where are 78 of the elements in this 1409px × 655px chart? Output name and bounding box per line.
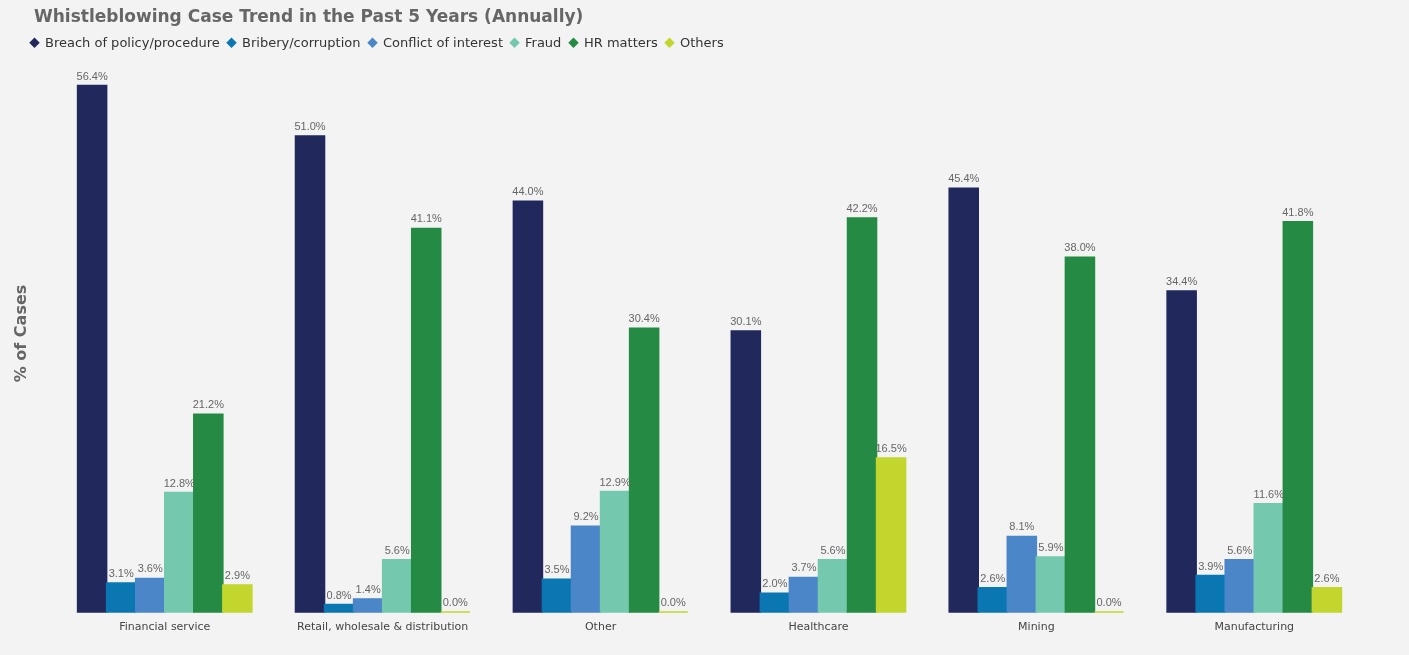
bar [134, 577, 166, 613]
data-label: 3.7% [791, 561, 817, 574]
data-label: 51.0% [294, 119, 326, 132]
data-label: 41.8% [1282, 205, 1314, 218]
legend-label: Breach of policy/procedure [45, 34, 220, 50]
x-tick-label: Other [584, 619, 617, 633]
legend-label: Bribery/corruption [242, 34, 361, 50]
data-label: 5.6% [1227, 543, 1253, 556]
data-label: 38.0% [1064, 241, 1096, 254]
bar [759, 592, 791, 613]
chart-title: Whistleblowing Case Trend in the Past 5 Years (Annually) [34, 6, 584, 26]
bar [163, 491, 195, 613]
data-label: 3.6% [137, 562, 163, 575]
data-label: 8.1% [1009, 520, 1035, 533]
data-label: 34.4% [1166, 274, 1198, 287]
data-label: 3.5% [544, 563, 570, 576]
bar [570, 525, 602, 613]
bar [846, 217, 878, 613]
legend-label: Conflict of interest [383, 34, 503, 50]
bar [1035, 556, 1067, 613]
y-axis-title: % of Cases [10, 284, 30, 383]
x-tick-label: Retail, wholesale & distribution [297, 619, 469, 633]
bar [323, 603, 355, 613]
bar [105, 582, 137, 613]
data-label: 45.4% [948, 172, 980, 185]
x-tick-label: Healthcare [788, 619, 849, 633]
data-label: 0.0% [660, 596, 686, 608]
bar [76, 84, 108, 613]
bar [1253, 502, 1285, 613]
bar [222, 584, 253, 613]
bar [599, 490, 631, 613]
data-label: 44.0% [512, 185, 544, 198]
x-tick-label: Financial service [119, 619, 211, 633]
data-label: 2.9% [224, 568, 251, 581]
data-label: 2.6% [980, 571, 1006, 584]
bar [1195, 574, 1226, 613]
bar [730, 330, 762, 613]
bar [817, 558, 849, 613]
bar [1064, 256, 1096, 613]
data-label: 30.4% [628, 312, 660, 325]
data-label: 3.9% [1198, 559, 1224, 572]
legend-label: HR matters [584, 34, 659, 50]
data-label: 3.1% [108, 567, 134, 580]
x-tick-label: Mining [1018, 619, 1055, 633]
legend-label: Others [680, 34, 724, 50]
data-label: 9.2% [573, 510, 599, 523]
bar [541, 578, 573, 613]
bar [193, 413, 224, 613]
bar [381, 558, 413, 613]
data-label: 5.6% [384, 543, 410, 556]
bar [352, 598, 384, 613]
legend-label: Fraud [525, 34, 562, 50]
bar [1282, 221, 1314, 613]
data-label: 0.8% [326, 588, 352, 601]
data-label: 56.4% [76, 69, 108, 82]
x-tick-label: Manufacturing [1214, 619, 1295, 633]
bar [977, 586, 1009, 613]
data-label: 1.4% [355, 582, 381, 595]
data-label: 0.0% [442, 596, 469, 608]
bar [1224, 558, 1256, 613]
bar [1166, 290, 1197, 613]
data-label: 41.1% [410, 212, 443, 225]
data-label: 5.6% [820, 543, 846, 556]
bar [294, 135, 326, 613]
data-label: 5.9% [1038, 540, 1064, 553]
data-label: 2.0% [762, 577, 788, 590]
bar [1311, 586, 1343, 613]
data-label: 30.1% [730, 315, 762, 328]
bar [410, 227, 442, 613]
bar [948, 187, 979, 613]
bar [1006, 535, 1038, 613]
data-label: 42.2% [846, 202, 878, 215]
data-label: 0.0% [1096, 596, 1122, 608]
bar [875, 457, 907, 613]
bar [512, 200, 544, 613]
data-label: 2.6% [1314, 571, 1340, 584]
bar [788, 576, 820, 613]
data-label: 21.2% [192, 398, 225, 411]
